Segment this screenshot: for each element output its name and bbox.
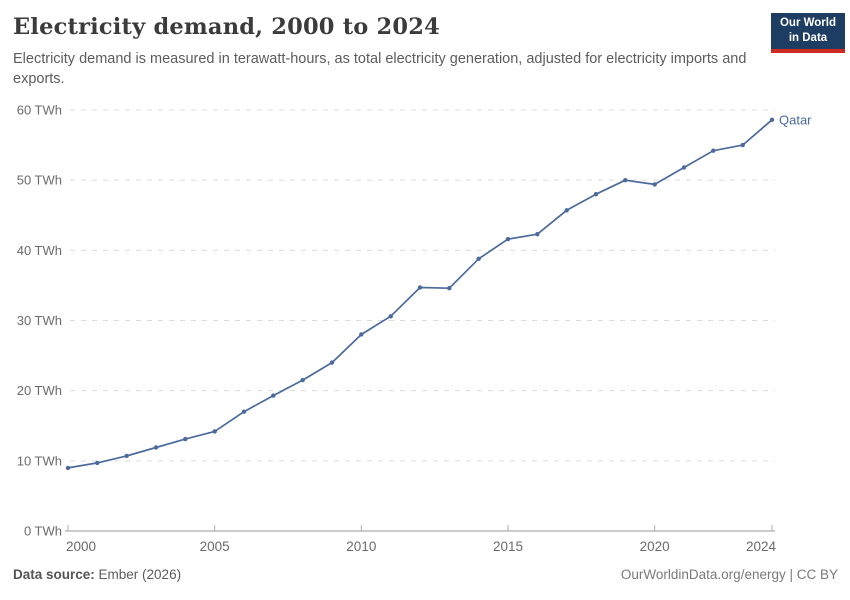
- chart-footer: Data source: Ember (2026) OurWorldinData…: [13, 567, 838, 582]
- data-point[interactable]: [711, 148, 716, 153]
- data-point[interactable]: [652, 182, 657, 187]
- data-point[interactable]: [535, 232, 540, 237]
- data-point[interactable]: [505, 236, 511, 242]
- x-axis-tick-label: 2015: [493, 539, 523, 554]
- data-point[interactable]: [300, 377, 305, 383]
- data-point[interactable]: [153, 445, 159, 450]
- data-point[interactable]: [447, 286, 452, 291]
- data-line: [67, 118, 773, 469]
- data-point[interactable]: [388, 314, 393, 319]
- y-axis-tick-label: 30 TWh: [17, 313, 62, 328]
- chart-canvas: 0 TWh 10 TWh 20 TWh 30 TWh 40 TWh 50 TWh 60 TW…: [17, 103, 812, 555]
- data-point[interactable]: [271, 393, 276, 398]
- page-title: Electricity demand, 2000 to 2024: [13, 14, 440, 40]
- y-axis-tick-label: 50 TWh: [17, 173, 62, 188]
- data-point[interactable]: [476, 256, 481, 261]
- x-axis-tick-label: 2010: [346, 539, 376, 554]
- data-point[interactable]: [623, 178, 628, 183]
- data-point[interactable]: [329, 360, 335, 365]
- x-axis-tick-label: 2020: [640, 539, 670, 554]
- line-chart: 0 TWh 10 TWh 20 TWh 30 TWh 40 TWh 50 TWh 60 TW…: [0, 95, 850, 560]
- owid-logo-line1: Our World: [779, 17, 836, 29]
- owid-logo-line2: in Data: [788, 31, 828, 44]
- data-source: Data source: Ember (2026): [13, 567, 181, 582]
- license-attribution[interactable]: OurWorldinData.org/energy | CC BY: [620, 567, 838, 582]
- chart-header: Electricity demand, 2000 to 2024 Electri…: [13, 14, 761, 89]
- data-point[interactable]: [593, 192, 599, 197]
- data-point[interactable]: [241, 409, 247, 414]
- data-point[interactable]: [124, 453, 129, 459]
- data-point[interactable]: [183, 436, 188, 442]
- chart-subtitle: Electricity demand is measured in terawa…: [13, 51, 747, 87]
- data-source-value: Ember (2026): [94, 567, 182, 582]
- x-axis-tick-label: 2005: [200, 539, 230, 554]
- data-point[interactable]: [417, 285, 423, 290]
- y-axis-tick-label: 10 TWh: [17, 453, 62, 468]
- owid-logo-red-bar: [771, 49, 845, 53]
- data-point[interactable]: [359, 332, 364, 337]
- series-end-label[interactable]: Qatar: [779, 112, 812, 127]
- owid-logo[interactable]: Our World in Data: [771, 13, 845, 53]
- y-axis-tick-label: 60 TWh: [17, 103, 62, 118]
- data-point[interactable]: [740, 142, 745, 148]
- data-point[interactable]: [769, 117, 775, 122]
- data-point[interactable]: [95, 460, 100, 466]
- data-point[interactable]: [65, 465, 71, 471]
- y-axis-tick-label: 40 TWh: [17, 243, 62, 258]
- data-point[interactable]: [212, 429, 217, 434]
- x-axis-tick-label: 2024: [746, 539, 777, 554]
- data-point[interactable]: [564, 208, 569, 213]
- x-axis-tick-label: 2000: [66, 539, 96, 554]
- data-point[interactable]: [681, 165, 687, 170]
- y-axis-tick-label: 20 TWh: [17, 383, 62, 398]
- y-axis-tick-label: 0 TWh: [24, 524, 62, 539]
- data-source-label: Data source:: [13, 567, 95, 582]
